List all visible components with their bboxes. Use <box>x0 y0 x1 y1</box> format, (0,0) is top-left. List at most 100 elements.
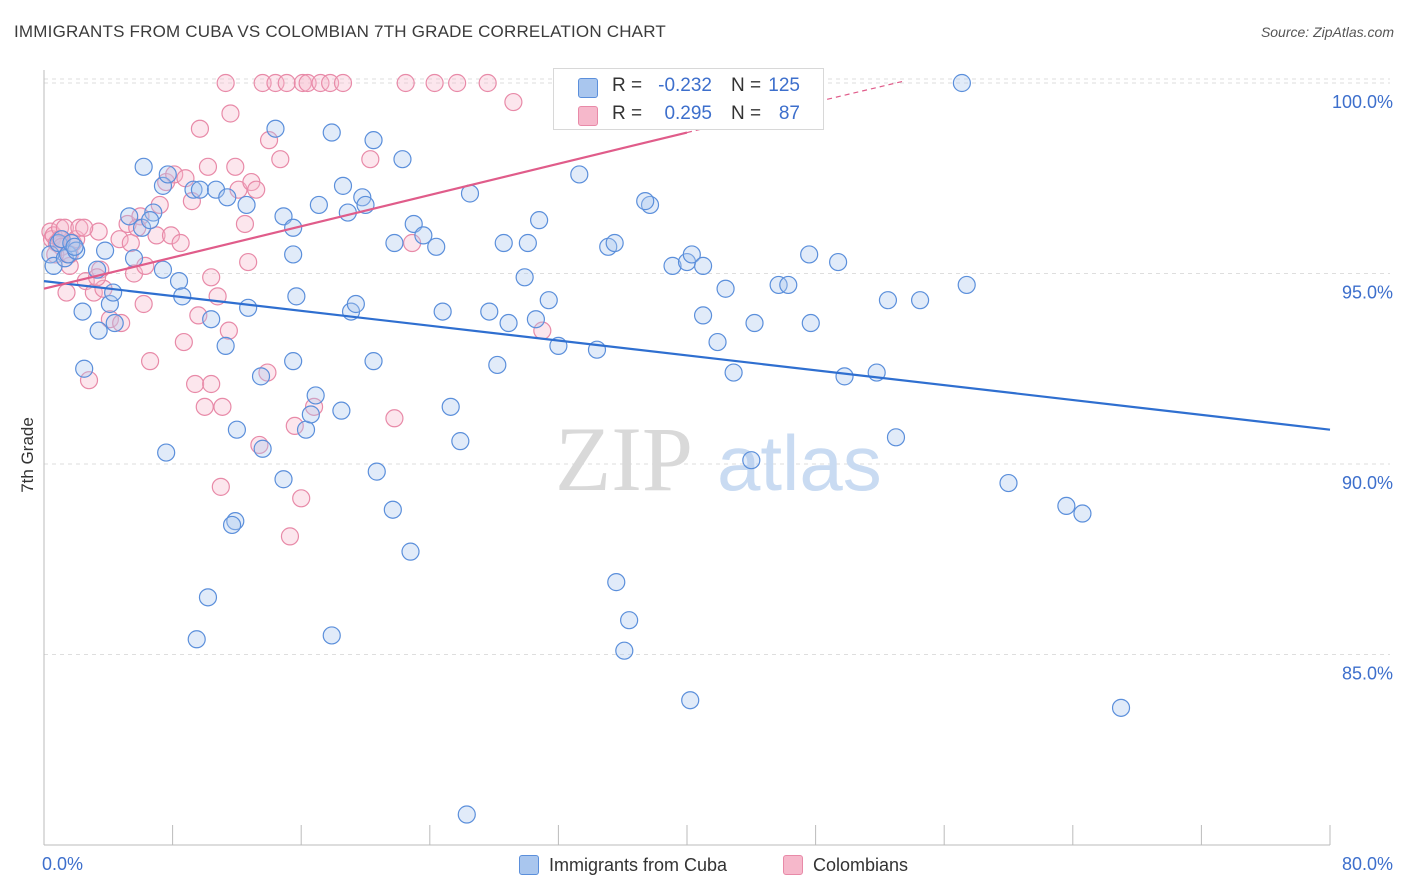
point-colombians <box>219 321 238 340</box>
point-colombians <box>121 233 140 253</box>
point-colombians <box>110 230 129 249</box>
point-colombians <box>70 218 89 237</box>
point-colombians <box>239 252 258 272</box>
point-colombians <box>259 131 279 150</box>
point-cuba <box>332 401 351 420</box>
point-cuba <box>134 157 153 176</box>
point-cuba <box>681 691 700 710</box>
point-cuba <box>284 245 303 264</box>
stats-r-label: R = <box>612 75 643 96</box>
point-cuba <box>518 233 537 253</box>
point-cuba <box>607 573 626 592</box>
point-cuba <box>451 432 470 451</box>
point-colombians <box>311 73 330 93</box>
legend-label-cuba: Immigrants from Cuba <box>549 854 728 875</box>
point-cuba <box>708 332 727 352</box>
point-cuba <box>383 500 402 519</box>
stats-box: R = -0.232 N = 125 R = 0.295 N = 87 <box>553 68 824 130</box>
point-colombians <box>211 477 230 496</box>
point-colombians <box>504 92 523 112</box>
stats-n-value: 125 <box>768 75 800 96</box>
point-cuba <box>663 256 682 275</box>
stats-swatch-cuba <box>578 78 598 98</box>
point-cuba <box>745 313 764 333</box>
trend-line-colombians <box>43 131 688 290</box>
point-colombians <box>57 283 76 302</box>
point-colombians <box>186 374 205 394</box>
point-cuba <box>124 249 144 268</box>
point-cuba <box>287 287 306 306</box>
point-cuba <box>401 542 420 561</box>
point-cuba <box>742 451 761 470</box>
point-colombians <box>478 73 497 93</box>
x-tick-label: 0.0% <box>42 854 83 874</box>
point-cuba <box>801 313 820 333</box>
point-colombians <box>165 165 184 184</box>
point-cuba <box>636 192 655 211</box>
legend-swatch-colombians <box>783 855 803 875</box>
point-colombians <box>161 226 181 245</box>
point-cuba <box>274 470 293 489</box>
point-cuba <box>957 275 976 295</box>
point-cuba <box>239 298 258 317</box>
point-cuba <box>515 268 534 287</box>
point-cuba <box>999 473 1018 493</box>
point-cuba <box>95 241 115 260</box>
point-cuba <box>227 420 246 439</box>
point-cuba <box>333 176 353 195</box>
point-cuba <box>222 515 242 535</box>
point-cuba <box>480 302 499 321</box>
point-cuba <box>952 73 971 93</box>
point-cuba <box>693 256 713 275</box>
point-colombians <box>112 313 131 333</box>
point-colombians <box>226 157 245 176</box>
point-cuba <box>539 291 558 310</box>
trend-line-cuba <box>43 280 1331 431</box>
point-cuba <box>457 805 476 824</box>
point-cuba <box>65 237 84 256</box>
stats-r-value: -0.232 <box>658 75 712 96</box>
point-cuba <box>218 188 237 207</box>
point-cuba <box>104 283 123 302</box>
point-colombians <box>425 73 444 93</box>
point-colombians <box>298 73 317 93</box>
point-cuba <box>441 397 460 416</box>
point-cuba <box>716 279 735 298</box>
point-colombians <box>253 73 272 93</box>
point-colombians <box>79 371 99 390</box>
point-cuba <box>530 211 549 230</box>
point-colombians <box>235 214 255 234</box>
stats-r-value: 0.295 <box>664 103 712 124</box>
point-cuba <box>829 252 848 272</box>
legend-item-cuba[interactable]: Immigrants from Cuba <box>519 852 727 878</box>
point-cuba <box>284 352 303 371</box>
point-colombians <box>277 73 296 93</box>
point-cuba <box>605 233 624 253</box>
point-colombians <box>46 245 65 264</box>
point-cuba <box>878 291 898 310</box>
point-cuba <box>190 180 210 199</box>
point-colombians <box>150 195 169 215</box>
point-cuba <box>169 272 189 291</box>
point-colombians <box>216 73 235 93</box>
y-axis-label: 7th Grade <box>18 417 37 493</box>
point-cuba <box>693 306 713 325</box>
point-cuba <box>769 275 788 295</box>
point-colombians <box>213 397 232 416</box>
point-cuba <box>615 641 634 660</box>
point-cuba <box>322 123 341 142</box>
point-cuba <box>835 367 854 386</box>
point-cuba <box>153 260 173 279</box>
point-colombians <box>147 226 166 245</box>
point-colombians <box>221 104 240 123</box>
point-cuba <box>105 313 124 333</box>
series-immigrants-from-cuba <box>41 73 1131 824</box>
point-cuba <box>89 321 108 340</box>
point-colombians <box>271 150 290 169</box>
point-cuba <box>1057 496 1076 516</box>
point-cuba <box>364 352 383 371</box>
legend-item-colombians[interactable]: Colombians <box>783 852 908 878</box>
point-cuba <box>216 336 235 355</box>
point-cuba <box>367 462 386 481</box>
